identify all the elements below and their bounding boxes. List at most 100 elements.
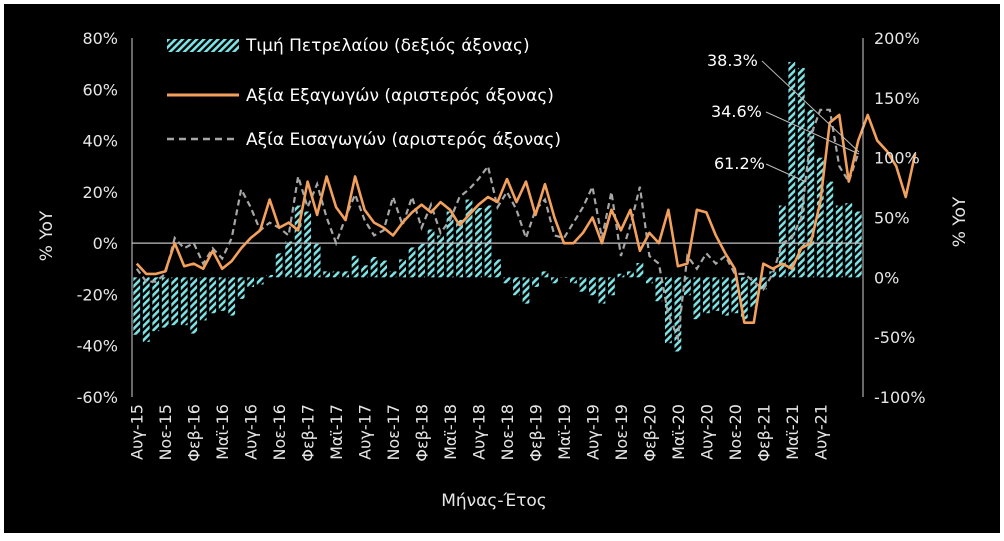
oil-bar bbox=[161, 277, 169, 328]
right-tick-label: -50% bbox=[874, 328, 915, 347]
oil-bar bbox=[750, 277, 758, 308]
oil-bar bbox=[826, 181, 834, 278]
annotation-exports: 38.3% bbox=[707, 51, 758, 70]
oil-bar bbox=[199, 277, 207, 321]
oil-bar bbox=[807, 109, 815, 278]
oil-bar bbox=[142, 277, 150, 342]
oil-bar bbox=[399, 259, 406, 278]
oil-bar bbox=[551, 277, 558, 284]
right-axis-label: % YoY bbox=[950, 196, 970, 247]
oil-bar bbox=[494, 259, 501, 278]
x-tick-label: Αυγ-16 bbox=[242, 404, 261, 460]
left-tick-label: 40% bbox=[82, 132, 118, 151]
chart-panel: 80% 60% 40% 20% 0% -20% -40% -60% 200% 150% 100% 5… bbox=[4, 4, 1000, 533]
x-tick-label: Μαϊ-20 bbox=[669, 404, 688, 460]
oil-bar bbox=[797, 67, 805, 278]
oil-bar bbox=[323, 271, 331, 278]
oil-bar bbox=[845, 203, 853, 278]
oil-bar bbox=[484, 205, 492, 278]
x-tick-label: Αυγ-19 bbox=[583, 404, 602, 460]
right-tick-label: 200% bbox=[874, 29, 920, 48]
oil-bar bbox=[617, 273, 625, 278]
annotation-oil-leader bbox=[765, 163, 807, 183]
oil-bar bbox=[247, 277, 255, 287]
series-lines bbox=[135, 108, 917, 343]
oil-bar bbox=[294, 205, 302, 278]
oil-bar bbox=[408, 247, 416, 278]
x-tick-label: Φεβ-19 bbox=[527, 404, 546, 462]
right-tick-label: 50% bbox=[874, 209, 910, 228]
oil-bar bbox=[427, 229, 435, 278]
x-tick-label: Μαϊ-16 bbox=[213, 404, 232, 460]
legend-oil-swatch bbox=[167, 39, 239, 52]
oil-bar bbox=[503, 277, 511, 284]
oil-bar bbox=[133, 277, 141, 335]
x-tick-label: Μαϊ-18 bbox=[441, 404, 460, 460]
x-tick-label: Φεβ-17 bbox=[299, 404, 318, 462]
oil-bar bbox=[759, 277, 767, 290]
x-tick-label: Φεβ-21 bbox=[754, 404, 773, 462]
oil-bar bbox=[228, 277, 236, 316]
x-tick-label: Νοε-16 bbox=[270, 404, 289, 461]
oil-bar bbox=[560, 277, 568, 278]
oil-bar bbox=[256, 277, 264, 285]
x-tick-label: Νοε-15 bbox=[156, 404, 175, 461]
oil-bar bbox=[332, 271, 340, 278]
x-tick-label: Νοε-17 bbox=[384, 404, 403, 461]
oil-bar bbox=[835, 205, 843, 278]
oil-bar bbox=[674, 277, 682, 352]
x-tick-label: Αυγ-17 bbox=[356, 404, 375, 460]
x-tick-label: Νοε-19 bbox=[612, 404, 631, 461]
x-tick-label: Μαϊ-21 bbox=[783, 404, 802, 460]
oil-price-bars bbox=[133, 61, 862, 352]
oil-bar bbox=[446, 211, 454, 278]
oil-bar bbox=[180, 277, 188, 326]
x-tick-label: Φεβ-18 bbox=[413, 404, 432, 462]
oil-bar bbox=[209, 277, 217, 314]
left-tick-label: 20% bbox=[82, 183, 118, 202]
x-tick-label: Αυγ-18 bbox=[470, 404, 489, 460]
oil-bar bbox=[731, 277, 739, 314]
annotation-imports: 34.6% bbox=[711, 102, 762, 121]
exports-line bbox=[135, 113, 917, 324]
x-tick-label: Νοε-20 bbox=[726, 404, 745, 461]
oil-bar bbox=[645, 277, 653, 284]
annotation-oil: 61.2% bbox=[714, 154, 765, 173]
x-tick-label: Φεβ-16 bbox=[185, 404, 204, 462]
oil-bar bbox=[532, 277, 539, 287]
oil-bar bbox=[513, 277, 520, 296]
oil-bar bbox=[465, 199, 473, 278]
left-tick-label: -60% bbox=[77, 388, 118, 407]
oil-bar bbox=[854, 211, 862, 278]
oil-bar bbox=[721, 277, 729, 316]
oil-bar bbox=[285, 241, 293, 278]
oil-bar bbox=[437, 235, 444, 278]
right-tick-label: 100% bbox=[874, 149, 920, 168]
oil-bar bbox=[351, 255, 359, 278]
oil-bar bbox=[598, 277, 606, 304]
oil-bar bbox=[275, 253, 283, 278]
annotations: 38.3% 34.6% 61.2% bbox=[707, 51, 860, 183]
oil-bar bbox=[313, 243, 321, 278]
annotation-imports-leader bbox=[765, 111, 860, 155]
oil-bar bbox=[218, 277, 226, 311]
x-axis-label: Μήνας-Έτος bbox=[441, 491, 547, 511]
oil-bar bbox=[608, 277, 615, 296]
oil-bar bbox=[171, 277, 179, 326]
oil-bar bbox=[237, 277, 245, 299]
chart: 80% 60% 40% 20% 0% -20% -40% -60% 200% 150% 100% 5… bbox=[37, 29, 970, 511]
oil-bar bbox=[778, 205, 786, 278]
oil-bar bbox=[266, 274, 274, 278]
imports-line bbox=[135, 108, 860, 343]
oil-bar bbox=[190, 277, 198, 334]
left-tick-label: 0% bbox=[93, 234, 118, 253]
left-axis-label: % YoY bbox=[37, 210, 57, 261]
oil-bar bbox=[541, 271, 549, 278]
oil-bar bbox=[626, 271, 634, 278]
right-tick-label: -100% bbox=[874, 388, 926, 407]
legend: Τιμή Πετρελαίου (δεξιός άξονας) Αξία Εξα… bbox=[167, 36, 561, 150]
x-tick-label: Φεβ-20 bbox=[640, 404, 659, 462]
oil-bar bbox=[740, 277, 748, 320]
legend-oil-label: Τιμή Πετρελαίου (δεξιός άξονας) bbox=[245, 36, 530, 56]
oil-bar bbox=[788, 61, 796, 278]
